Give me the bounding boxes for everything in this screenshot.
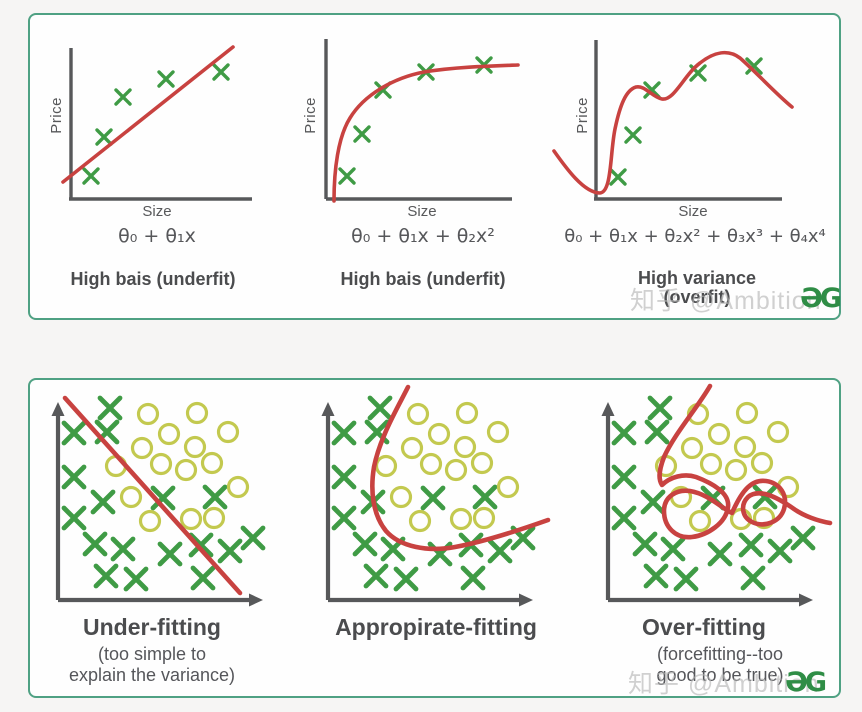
y-axis-label-price-2: Price [302,97,319,134]
plot-regression-quadratic [324,39,520,203]
caption-line: High variance [637,268,757,288]
geeksforgeeks-logo-bottom: ƏG [785,667,827,698]
plot-regression-overfit [552,40,794,201]
caption-high-variance: High variance (overfit) [577,269,817,307]
hypothesis-formula-2: θ₀ + θ₁x + θ₂x² [351,225,495,247]
title-appropriate-fitting: Appropirate-fitting [335,614,537,640]
title-over-fitting: Over-fitting [642,614,766,640]
geeksforgeeks-logo-top: ƏG [800,283,842,314]
caption-high-bias-1: High bais (underfit) [33,270,273,289]
caption-line: (overfit) [663,287,731,307]
caption-line: High bais (underfit) [70,269,236,289]
plot-regression-underfit [61,45,252,201]
caption-high-bias-2: High bais (underfit) [303,270,543,289]
subtitle-line: good to be true) [656,665,784,685]
subtitle-line: (too simple to [97,644,207,664]
x-axis-label-size-2: Size [407,203,437,220]
plot-classification-overfitting [601,383,833,607]
y-axis-label-price-3: Price [574,97,591,134]
x-axis-label-size-3: Size [678,203,708,220]
x-axis-label-size-1: Size [142,203,172,220]
bottom-panel [28,378,841,698]
watermark-text-top: 知乎 @Ambition [630,287,822,315]
subtitle-line: (forcefitting--too [656,644,784,664]
plot-classification-appropriate [321,384,551,607]
top-panel [28,13,841,320]
watermark-text-bottom: 知乎 @Ambition [628,670,820,698]
title-under-fitting: Under-fitting [83,614,221,640]
subtitle-line: explain the variance) [68,665,236,685]
subtitle-over-fitting: (forcefitting--too good to be true) [600,644,840,686]
plot-classification-underfitting [51,395,266,607]
hypothesis-formula-3: θ₀ + θ₁x + θ₂x² + θ₃x³ + θ₄x⁴ [564,226,826,247]
y-axis-label-price-1: Price [48,97,65,134]
subtitle-under-fitting: (too simple to explain the variance) [32,644,272,686]
hypothesis-formula-1: θ₀ + θ₁x [118,225,196,247]
caption-line: High bais (underfit) [340,269,506,289]
